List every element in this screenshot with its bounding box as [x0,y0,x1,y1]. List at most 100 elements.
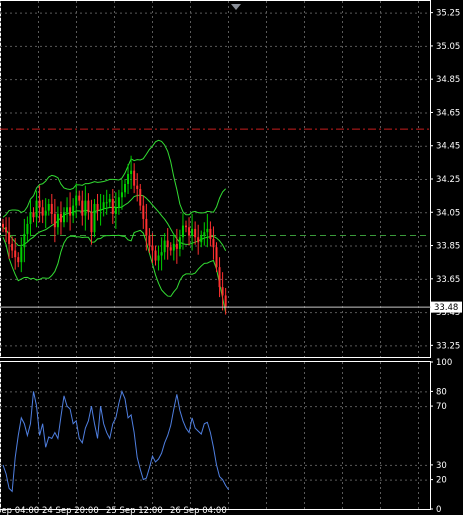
candle-body [56,213,59,228]
candle-body [105,202,108,204]
price-tick-label: 34.05 [436,208,460,218]
candle-body [200,235,203,243]
candle-body [151,245,154,251]
candle-body [154,250,157,261]
price-tick-label: 33.65 [436,275,460,285]
candle-body [157,255,160,261]
candle-body [35,200,38,218]
price-tick-label: 35.25 [436,9,460,19]
oscillator-tick-label: 20 [436,476,447,486]
oscillator-line [2,389,230,493]
candle-body [133,170,136,186]
oscillator-tick-label: 80 [436,387,447,397]
candle-body [14,250,17,258]
candle-body [59,213,62,223]
price-candles [2,155,227,315]
bollinger-middle-band [2,194,227,252]
oscillator-tick-label: 30 [436,461,447,471]
price-tick-label: 33.25 [436,341,460,351]
candle-body [78,195,81,201]
candle-body [209,228,212,239]
candle-body [8,232,11,244]
current-price-label: 33.48 [434,303,458,313]
time-tick-label: 24 Sep 20:00 [42,506,99,515]
candle-body [87,200,90,213]
price-tick-label: 33.85 [436,242,460,252]
oscillator-panel: 100 80 70 30 20 0 [2,358,452,515]
candle-body [84,200,87,216]
candle-body [81,200,84,216]
candle-body [47,203,50,211]
candle-body [2,223,4,228]
candle-body [5,227,8,233]
candle-body [41,207,44,216]
candle-body [124,183,126,193]
candle-body [44,210,47,216]
candle-body [203,232,206,236]
candle-body [181,225,184,238]
candle-body [63,212,65,223]
oscillator-tick-label: 100 [436,358,452,368]
price-levels [0,128,430,237]
time-tick-label: 26 Sep 04:00 [170,506,227,515]
candle-body [72,205,75,216]
candle-body [111,198,114,214]
candle-body [66,207,69,213]
candle-body [215,247,218,268]
candle-body [96,203,99,211]
time-axis: Sep 04:00 24 Sep 20:00 25 Sep 12:00 26 Sep … [0,506,227,515]
candle-body [93,203,96,233]
chart-shift-marker[interactable] [231,4,241,10]
price-tick-label: 35.05 [436,42,460,52]
candle-body [20,247,23,263]
candle-body [166,240,169,248]
candle-body [117,197,120,208]
candle-body [29,212,32,224]
candle-body [136,185,139,189]
candle-body [148,235,151,246]
price-tick-label: 34.45 [436,142,460,152]
candle-body [169,247,172,251]
oscillator-tick-label: 0 [436,505,441,515]
candle-body [139,188,142,206]
candle-body [99,208,102,211]
time-tick-label: Sep 04:00 [0,506,39,515]
candle-body [224,295,227,308]
oscillator-frame [0,361,431,510]
candle-body [163,240,166,253]
candle-body [102,202,105,209]
candle-body [32,212,35,218]
candle-body [50,203,53,214]
candle-body [114,207,117,214]
candle-body [185,225,187,228]
candle-body [120,192,123,198]
candle-body [75,195,78,206]
price-tick-label: 34.65 [436,108,460,118]
candle-body [188,227,191,236]
candle-body [194,228,197,238]
candle-body [160,252,163,256]
candle-body [69,207,72,216]
candle-body [178,237,181,249]
price-tick-label: 34.85 [436,75,460,85]
candle-body [108,198,111,203]
bollinger-lower-band [2,229,227,313]
candle-body [197,237,200,243]
oscillator-tick-label: 70 [436,402,447,412]
candle-body [90,212,93,233]
chart-grid [0,1,430,509]
candle-body [142,205,145,219]
price-tick-label: 34.25 [436,175,460,185]
bollinger-bands [2,139,227,313]
candle-body [53,213,56,228]
candle-body [26,223,29,234]
candle-body [218,267,221,288]
current-price-marker: 33.48 [0,301,462,313]
candle-body [38,200,41,208]
bollinger-upper-band [2,139,227,218]
candle-body [23,233,26,248]
price-tick-label: 33.45 [436,308,460,318]
candle-body [206,228,209,233]
candle-body [145,218,148,236]
